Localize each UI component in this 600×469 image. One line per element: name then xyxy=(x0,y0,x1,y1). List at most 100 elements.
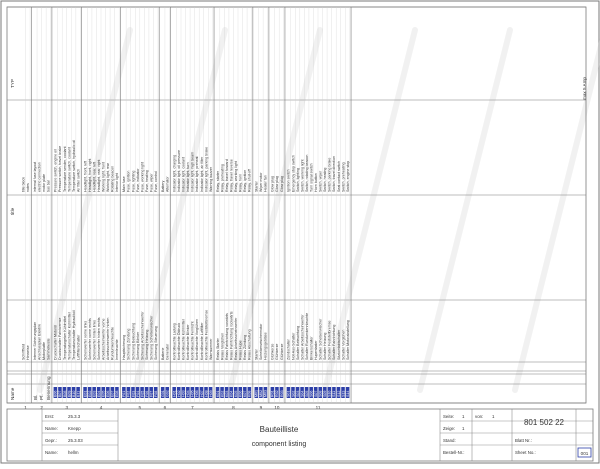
component-name: F08 xyxy=(154,391,158,397)
component-benennung: Schalter Arbeitsscheinwerfer xyxy=(300,314,304,360)
component-name: B08 xyxy=(63,391,67,397)
header-title: title xyxy=(10,207,15,215)
component-name: S07 xyxy=(314,391,318,397)
component-name: K05 xyxy=(234,391,238,397)
component-benennung: Scheinwerfer hinten rechts xyxy=(97,317,101,360)
component-title: Switch, preheating xyxy=(341,162,345,192)
component-name: G01 xyxy=(161,390,165,397)
component-benennung: Anschlussplan Elektrik xyxy=(38,324,42,360)
component-benennung: Schalter Rundumkennleuchte xyxy=(305,313,309,360)
component-benennung: Kontrollleuchte Fernlicht xyxy=(191,321,195,360)
component-title: Pressure switch, travel brake xyxy=(58,146,62,192)
component-tag-badge xyxy=(233,387,238,398)
component-benennung: Temperaturschalter Kühlmittel xyxy=(67,312,71,360)
component-tag-badge xyxy=(199,387,204,398)
component-benennung: Schalter Scheibenwischer xyxy=(319,318,323,360)
component-tag-badge xyxy=(336,387,341,398)
component-benennung: Kontrollleuchte Vorglühen xyxy=(195,319,199,360)
component-name: K06 xyxy=(239,391,243,397)
component-title: Fuse, lighting xyxy=(131,171,135,192)
component-title: Temperature switch, hydraulic oil xyxy=(72,140,76,192)
component-tag-badge xyxy=(208,387,213,398)
component-tag-badge xyxy=(295,387,300,398)
component-title: Heater fan xyxy=(264,175,268,192)
component-tag-badge xyxy=(176,387,181,398)
component-tag-badge xyxy=(318,387,323,398)
component-tag-badge xyxy=(275,387,279,398)
component-tag-badge xyxy=(92,387,96,398)
component-title: title block xyxy=(22,177,26,192)
component-name: S06 xyxy=(309,391,313,397)
component-name: K01 xyxy=(216,391,220,397)
component-benennung: Relais Vorglühen xyxy=(220,333,224,360)
group-marker: 10 xyxy=(274,405,280,410)
component-benennung: Relais Starter xyxy=(216,337,220,360)
component-benennung: Scheibenwischermotor xyxy=(259,323,263,360)
component-name: E07 xyxy=(111,391,115,397)
component-tag-badge xyxy=(110,387,115,398)
component-tag-badge xyxy=(286,387,291,398)
component-name: B06 xyxy=(54,391,58,397)
component-tag-badge xyxy=(313,387,318,398)
component-benennung: Sammelleiste xyxy=(47,338,51,360)
component-title: Fuse, indicator xyxy=(136,168,140,192)
component-name: R01 xyxy=(271,390,275,397)
component-tag-badge xyxy=(204,387,208,398)
component-tag-badge xyxy=(101,387,106,398)
component-tag-badge xyxy=(243,387,247,398)
zeige-value: 1 xyxy=(462,426,465,431)
component-title: Fuse, control xyxy=(154,171,158,192)
component-benennung: Arbeitsscheinwerfer hinten xyxy=(106,318,110,360)
group-marker: 1 xyxy=(24,405,27,410)
header-name: Name xyxy=(10,387,15,400)
component-benennung: Hupentaster xyxy=(314,340,318,360)
component-benennung: Zündschalter xyxy=(287,338,291,360)
component-benennung: Relais Fahrtrichtung rückwärts xyxy=(229,311,233,360)
component-title: Pressure switch, engine oil xyxy=(54,149,58,192)
component-title: Switch, rotating beacon xyxy=(305,155,309,192)
component-benennung: Rundumkennleuchte xyxy=(111,327,115,360)
component-name: K08 xyxy=(248,391,252,397)
component-name: S14 xyxy=(346,391,350,397)
component-tag-badge xyxy=(131,387,135,398)
column-headers: Name Bl. Pf. Benennung title TYP xyxy=(10,79,51,400)
component-name: S08 xyxy=(319,391,323,397)
component-title: Switch, lighting xyxy=(296,168,300,192)
component-title: Main fuse xyxy=(122,176,126,192)
component-title: bus bar xyxy=(47,179,51,192)
component-benennung: Sicherung Steuerung xyxy=(154,326,158,360)
component-name: H04 xyxy=(186,390,190,397)
component-title: Relay, working light xyxy=(234,161,238,192)
component-title: notes xyxy=(26,183,30,192)
component-benennung: Schalter Vorglühen xyxy=(341,330,345,360)
component-tag-badge xyxy=(71,387,76,398)
stand-label: Stand: xyxy=(443,438,456,443)
component-title: Fuse, working light xyxy=(140,162,144,192)
component-tag-badge xyxy=(135,387,140,398)
component-tag-badge xyxy=(291,387,295,398)
group-marker: 4 xyxy=(100,405,103,410)
component-title: Switch, working light xyxy=(300,159,304,192)
component-benennung: Glühkerze xyxy=(271,344,275,360)
component-benennung: Arbeitsscheinwerfer vorne xyxy=(102,318,106,360)
component-tag-badge xyxy=(165,387,169,398)
component-title: Relay, shut-off xyxy=(248,169,252,192)
component-title: Headlight, rear, left xyxy=(92,162,96,192)
name2-label: Name: xyxy=(45,450,58,455)
group-marker: 6 xyxy=(164,405,167,410)
component-name: H06 xyxy=(195,390,199,397)
component-tag-badge xyxy=(115,387,119,398)
component-title: Indicator light, preheat xyxy=(195,156,199,192)
component-title: Indicator light, turn xyxy=(186,162,190,192)
component-name: B11 xyxy=(76,391,80,397)
component-title: Glow plug xyxy=(280,176,284,192)
component-name: F05 xyxy=(140,391,144,397)
component-name: F03 xyxy=(131,391,135,397)
component-tag-badge xyxy=(304,387,309,398)
component-name: F07 xyxy=(149,391,153,397)
component-tag-badge xyxy=(186,387,190,398)
component-title: Battery xyxy=(161,180,165,192)
component-name: F01 xyxy=(122,391,126,397)
component-tag-badge xyxy=(153,387,158,398)
